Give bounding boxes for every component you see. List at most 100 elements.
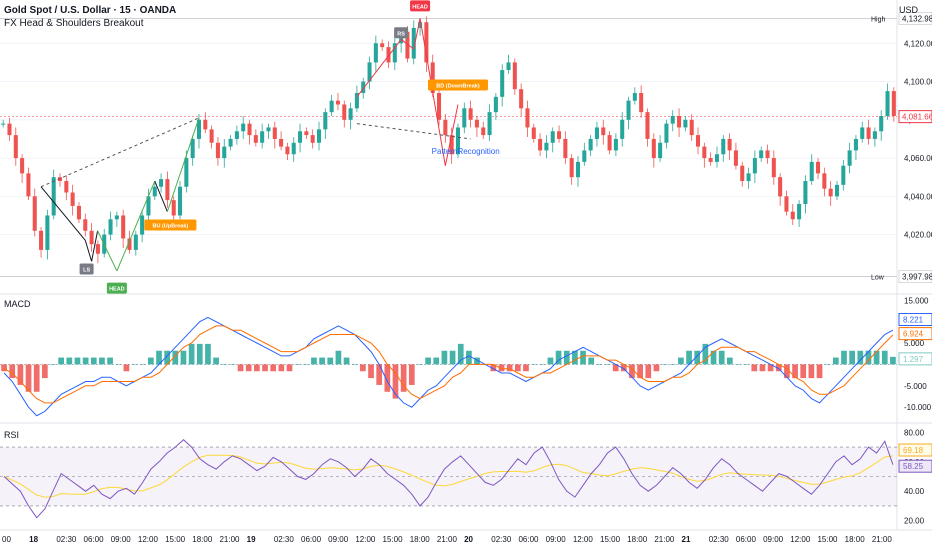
candle-body	[133, 234, 138, 250]
macd-histogram-bar	[335, 350, 342, 365]
candle-body	[405, 31, 410, 59]
indicator-title[interactable]: FX Head & Shoulders Breakout	[4, 18, 144, 29]
macd-histogram-bar	[531, 364, 537, 365]
candle-body	[594, 127, 599, 139]
macd-histogram-bar	[131, 364, 138, 365]
time-tick-label: 09:00	[763, 535, 784, 544]
candle-body	[26, 173, 31, 197]
candle-body	[291, 142, 296, 155]
rsi-tick-label: 20.00	[904, 517, 925, 526]
candle-body	[784, 196, 789, 212]
candle-body	[563, 138, 568, 159]
macd-histogram-bar	[767, 364, 774, 372]
macd-value-box	[898, 313, 932, 327]
macd-tick-label: -5.000	[904, 382, 927, 391]
time-tick-label: 09:00	[546, 535, 567, 544]
candle-body	[127, 238, 132, 250]
candle-body	[487, 112, 492, 136]
candle-body	[266, 127, 271, 132]
macd-histogram-bar	[800, 364, 807, 379]
macd-tick-label: 15.000	[904, 296, 929, 305]
macd-histogram-bar	[849, 350, 856, 365]
left-shoulder-tag: LS	[83, 267, 90, 273]
macd-histogram-bar	[17, 364, 24, 385]
right-neckline	[356, 123, 471, 140]
macd-histogram-bar	[735, 364, 741, 365]
macd-histogram-bar	[294, 364, 301, 365]
candle-body	[298, 131, 303, 143]
candle-body	[828, 188, 833, 197]
candle-body	[544, 142, 549, 151]
candle-body	[607, 135, 612, 151]
macd-histogram-bar	[466, 350, 472, 365]
macd-histogram-bar	[572, 350, 578, 365]
macd-pane[interactable]	[0, 316, 897, 417]
candle-body	[361, 81, 366, 94]
candle-body	[190, 138, 195, 159]
candle-body	[222, 146, 227, 159]
macd-histogram-bar	[148, 357, 154, 365]
candle-body	[702, 146, 707, 159]
candle-body	[626, 100, 631, 120]
macd-histogram-bar	[66, 357, 73, 365]
candle-body	[310, 135, 315, 143]
candle-body	[228, 138, 233, 147]
macd-tick-label: -10.000	[904, 403, 932, 412]
price-pane[interactable]	[1, 16, 896, 264]
candle-body	[260, 131, 265, 143]
macd-histogram-bar	[751, 364, 758, 372]
time-tick-label: 21:00	[437, 535, 458, 544]
candle-body	[519, 89, 524, 109]
macd-histogram-bar	[278, 364, 285, 372]
macd-histogram-bar	[588, 357, 595, 365]
candle-body	[512, 62, 517, 90]
candle-body	[178, 186, 183, 216]
macd-histogram-bar	[523, 364, 529, 372]
candle-body	[771, 158, 776, 178]
candle-body	[834, 184, 840, 197]
macd-histogram-bar	[686, 350, 692, 365]
candle-body	[83, 219, 88, 231]
macd-histogram-bar	[816, 364, 823, 379]
high-value-box	[898, 12, 932, 25]
pattern-overlay: HEAD LS BU (UpBreak) HEAD RS BD (DownBreak) Pa…	[40, 0, 500, 294]
macd-value: 8.221	[903, 316, 924, 325]
candle-body	[872, 131, 877, 139]
time-tick-label: 06:00	[518, 535, 539, 544]
macd-histogram-bar	[857, 350, 864, 365]
macd-histogram-bar	[563, 350, 570, 365]
candle-body	[449, 135, 454, 155]
price-tick-label: 4,120.000	[904, 39, 932, 48]
time-tick-label: 02:30	[709, 535, 730, 544]
time-tick-label: 09:00	[328, 535, 349, 544]
symbol-title[interactable]: Gold Spot / U.S. Dollar · 15 · OANDA	[4, 5, 177, 16]
time-tick-label: 15:00	[165, 535, 186, 544]
candle-body	[683, 119, 688, 128]
macd-histogram-bar	[726, 357, 733, 365]
macd-histogram-bar	[368, 364, 374, 379]
candle-body	[32, 196, 37, 231]
candle-body	[247, 123, 252, 136]
candle-body	[847, 150, 852, 166]
macd-pane-label[interactable]: MACD	[4, 299, 31, 309]
rsi-band	[0, 447, 897, 506]
candle-body	[114, 215, 119, 220]
rsi-pane[interactable]	[0, 439, 897, 519]
macd-histogram-bar	[873, 350, 880, 365]
macd-histogram-bar	[775, 364, 782, 372]
time-tick-label: 12:00	[355, 535, 376, 544]
rsi-pane-label[interactable]: RSI	[4, 430, 20, 440]
macd-histogram-bar	[41, 364, 48, 379]
rsi-line	[3, 439, 894, 519]
macd-histogram-bar	[123, 364, 130, 372]
candle-body	[20, 158, 25, 174]
macd-histogram-bar	[441, 350, 448, 365]
candle-body	[639, 93, 644, 113]
macd-histogram-bar	[1, 364, 7, 372]
candle-body	[437, 93, 442, 120]
candle-body	[392, 43, 397, 63]
candle-body	[790, 211, 795, 220]
candle-body	[506, 62, 511, 71]
low-value-box	[898, 270, 932, 283]
